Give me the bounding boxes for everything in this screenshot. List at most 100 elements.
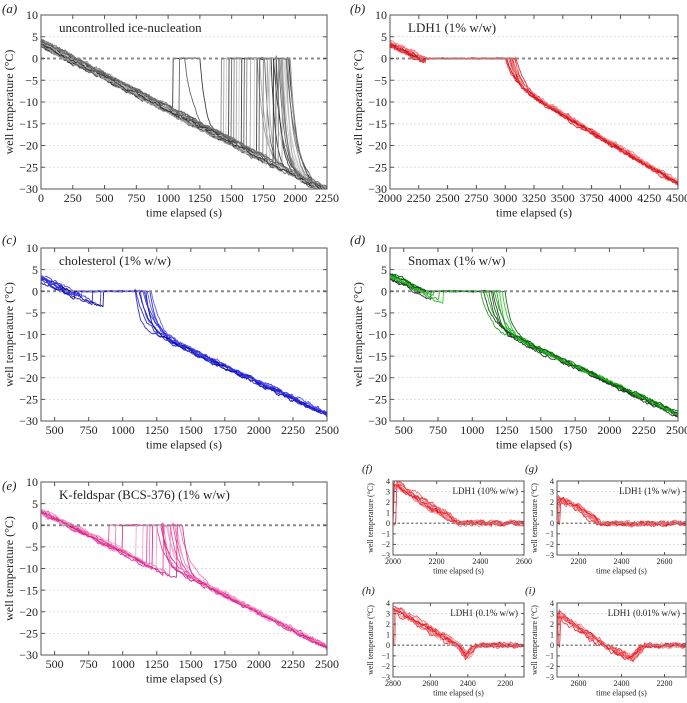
x-tick-label: 1750 <box>563 423 587 437</box>
trace <box>41 38 327 189</box>
trace <box>390 44 678 187</box>
x-tick-label: 500 <box>96 191 114 205</box>
y-tick-label: −20 <box>368 139 387 153</box>
x-tick-label: 2000 <box>378 191 402 205</box>
y-tick-label: 3 <box>550 609 554 618</box>
y-tick-label: −3 <box>545 551 554 560</box>
trace <box>41 279 327 416</box>
panel-title: cholesterol (1% w/w) <box>59 253 171 268</box>
y-tick-label: 1 <box>550 631 554 640</box>
traces <box>390 272 678 418</box>
x-tick-label: 3250 <box>522 191 546 205</box>
panel-b: 2000 2250 2500 2750 3000 3250 3500 3750 4000 4250… <box>350 1 687 220</box>
y-axis-label: well temperature (°C) <box>2 516 16 621</box>
y-axis-label: well temperature (°C) <box>530 605 539 675</box>
x-tick-label: 2750 <box>464 191 488 205</box>
traces <box>41 275 327 418</box>
y-tick-label: 0 <box>386 519 390 528</box>
y-tick-label: −10 <box>19 562 38 576</box>
y-axis-label: well temperature (°C) <box>351 50 365 155</box>
y-tick-label: 5 <box>32 263 38 277</box>
x-tick-label: 1000 <box>156 191 180 205</box>
x-tick-label: 750 <box>80 657 98 671</box>
y-axis-label: well temperature (°C) <box>2 282 16 387</box>
y-tick-label: −25 <box>368 160 387 174</box>
y-tick-label: 3 <box>386 609 390 618</box>
y-tick-label: −3 <box>545 673 554 682</box>
x-axis-label: time elapsed (s) <box>496 206 572 220</box>
trace <box>41 275 327 414</box>
x-axis-label: time elapsed (s) <box>496 438 572 452</box>
x-tick-label: 2200 <box>497 679 513 688</box>
trace <box>557 497 686 528</box>
x-tick-label: 1250 <box>188 191 212 205</box>
y-tick-label: −20 <box>368 371 387 385</box>
y-tick-label: 0 <box>381 52 387 66</box>
x-tick-label: 2200 <box>429 557 445 566</box>
x-tick-label: 2250 <box>407 191 431 205</box>
y-tick-label: 4 <box>386 477 390 486</box>
panel-h: 2800 2600 2400 2200 −3 −2−1 01 2 34 time elapsed … <box>362 585 525 697</box>
y-tick-label: −10 <box>368 95 387 109</box>
trace <box>390 45 678 184</box>
x-tick-label: 4000 <box>608 191 632 205</box>
x-tick-label: 2250 <box>632 423 656 437</box>
y-tick-label: −30 <box>19 414 38 428</box>
x-axis-label: time elapsed (s) <box>146 206 222 220</box>
panel-title: uncontrolled ice-nucleation <box>59 20 202 35</box>
trace <box>390 44 678 185</box>
traces <box>41 508 327 651</box>
y-tick-label: −15 <box>19 583 38 597</box>
x-tick-label: 1250 <box>145 423 169 437</box>
x-tick-label: 4500 <box>666 191 687 205</box>
y-tick-label: −30 <box>19 648 38 662</box>
trace <box>390 39 678 183</box>
x-tick-label: 2250 <box>281 423 305 437</box>
x-tick-label: 2400 <box>614 557 630 566</box>
y-tick-label: −25 <box>19 393 38 407</box>
panel-title: K-feldspar (BCS-376) (1% w/w) <box>59 487 230 502</box>
panel-f: 2000 2200 2400 2600 −3 −2−1 01 2 34 time elapsed … <box>362 463 532 575</box>
panel-title: LDH1 (0.1% w/w) <box>450 608 518 618</box>
x-tick-label: 1250 <box>145 657 169 671</box>
panel-d: 500 750 1000 1250 1500 1750 2000 2250 2500 −30 −25… <box>350 232 687 452</box>
plot-frame <box>40 481 328 656</box>
y-tick-label: −5 <box>25 540 38 554</box>
y-tick-label: 2 <box>550 620 554 629</box>
trace <box>390 44 678 184</box>
x-tick-label: 3750 <box>580 191 604 205</box>
x-tick-label: 750 <box>127 191 145 205</box>
trace <box>41 277 327 416</box>
y-tick-label: −3 <box>381 551 390 560</box>
y-tick-label: 10 <box>375 8 387 22</box>
y-tick-label: −25 <box>19 627 38 641</box>
x-tick-label: 1250 <box>495 423 519 437</box>
y-tick-label: 2 <box>386 498 390 507</box>
trace <box>390 43 678 183</box>
x-tick-label: 2000 <box>283 191 307 205</box>
y-tick-label: −5 <box>374 306 387 320</box>
y-tick-label: −1 <box>381 652 390 661</box>
traces <box>41 38 327 189</box>
y-tick-label: 0 <box>381 284 387 298</box>
x-axis-label: time elapsed (s) <box>433 566 484 575</box>
x-tick-label: 2000 <box>385 557 401 566</box>
y-tick-label: 10 <box>375 241 387 255</box>
y-tick-label: −2 <box>545 662 554 671</box>
x-axis-label: time elapsed (s) <box>146 672 222 686</box>
y-tick-label: −5 <box>25 306 38 320</box>
trace <box>41 43 321 189</box>
x-axis-label: time elapsed (s) <box>596 566 647 575</box>
y-tick-label: 3 <box>386 487 390 496</box>
y-tick-label: −5 <box>25 73 38 87</box>
trace <box>390 44 678 186</box>
x-tick-label: 2400 <box>614 679 630 688</box>
y-tick-label: 3 <box>550 487 554 496</box>
x-tick-label: 1750 <box>213 657 237 671</box>
trace <box>41 511 327 648</box>
x-tick-label: 2500 <box>315 423 339 437</box>
y-axis-label: well temperature (°C) <box>351 282 365 387</box>
x-tick-label: 1000 <box>111 423 135 437</box>
panel-letter: (d) <box>350 232 365 247</box>
